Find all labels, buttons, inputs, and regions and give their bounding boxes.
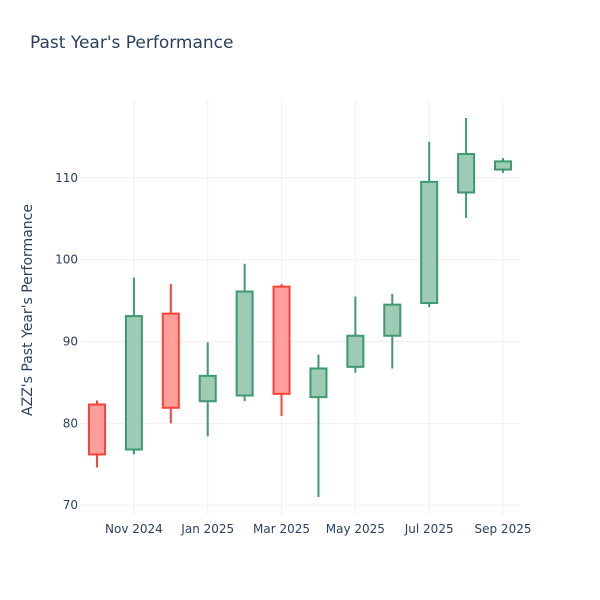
candle-body bbox=[494, 160, 512, 171]
y-axis-ticks: 70 80 90 100 110 bbox=[55, 171, 78, 512]
y-tick-label: 110 bbox=[55, 171, 78, 185]
candle-increasing bbox=[124, 277, 143, 455]
y-tick-label: 100 bbox=[55, 253, 78, 267]
candle-body bbox=[457, 153, 476, 194]
candle-increasing bbox=[420, 141, 439, 308]
candle-body bbox=[124, 315, 143, 451]
candles bbox=[88, 118, 512, 497]
x-tick-label: Jan 2025 bbox=[180, 522, 234, 536]
candle-body bbox=[420, 180, 439, 304]
y-tick-label: 70 bbox=[63, 498, 78, 512]
y-axis-label: AZZ's Past Year's Performance bbox=[20, 204, 36, 416]
candle-increasing bbox=[309, 354, 328, 497]
x-tick-label: May 2025 bbox=[326, 522, 385, 536]
candle-body bbox=[309, 367, 328, 399]
candle-body bbox=[161, 312, 180, 409]
x-tick-label: Sep 2025 bbox=[475, 522, 532, 536]
candle-body bbox=[383, 303, 402, 337]
candle-increasing bbox=[494, 158, 512, 173]
candle-body bbox=[346, 334, 365, 368]
candle-decreasing bbox=[161, 284, 180, 424]
candle-increasing bbox=[457, 118, 476, 218]
y-tick-label: 90 bbox=[63, 334, 78, 348]
x-tick-label: Jul 2025 bbox=[404, 522, 454, 536]
chart-title: Past Year's Performance bbox=[30, 33, 234, 53]
candle-body bbox=[88, 403, 106, 456]
y-tick-label: 80 bbox=[63, 416, 78, 430]
candle-decreasing bbox=[88, 400, 106, 468]
candle-decreasing bbox=[272, 284, 291, 416]
candle-body bbox=[272, 285, 291, 395]
gridlines bbox=[80, 100, 520, 515]
x-axis-ticks: Nov 2024 Jan 2025 Mar 2025 May 2025 Jul 2025… bbox=[105, 522, 531, 536]
x-tick-label: Nov 2024 bbox=[105, 522, 163, 536]
candle-increasing bbox=[235, 263, 254, 402]
x-tick-label: Mar 2025 bbox=[253, 522, 310, 536]
candle-body bbox=[198, 374, 217, 403]
candle-increasing bbox=[383, 293, 402, 369]
candle-body bbox=[235, 290, 254, 397]
candle-increasing bbox=[346, 296, 365, 373]
candle-increasing bbox=[198, 342, 217, 437]
